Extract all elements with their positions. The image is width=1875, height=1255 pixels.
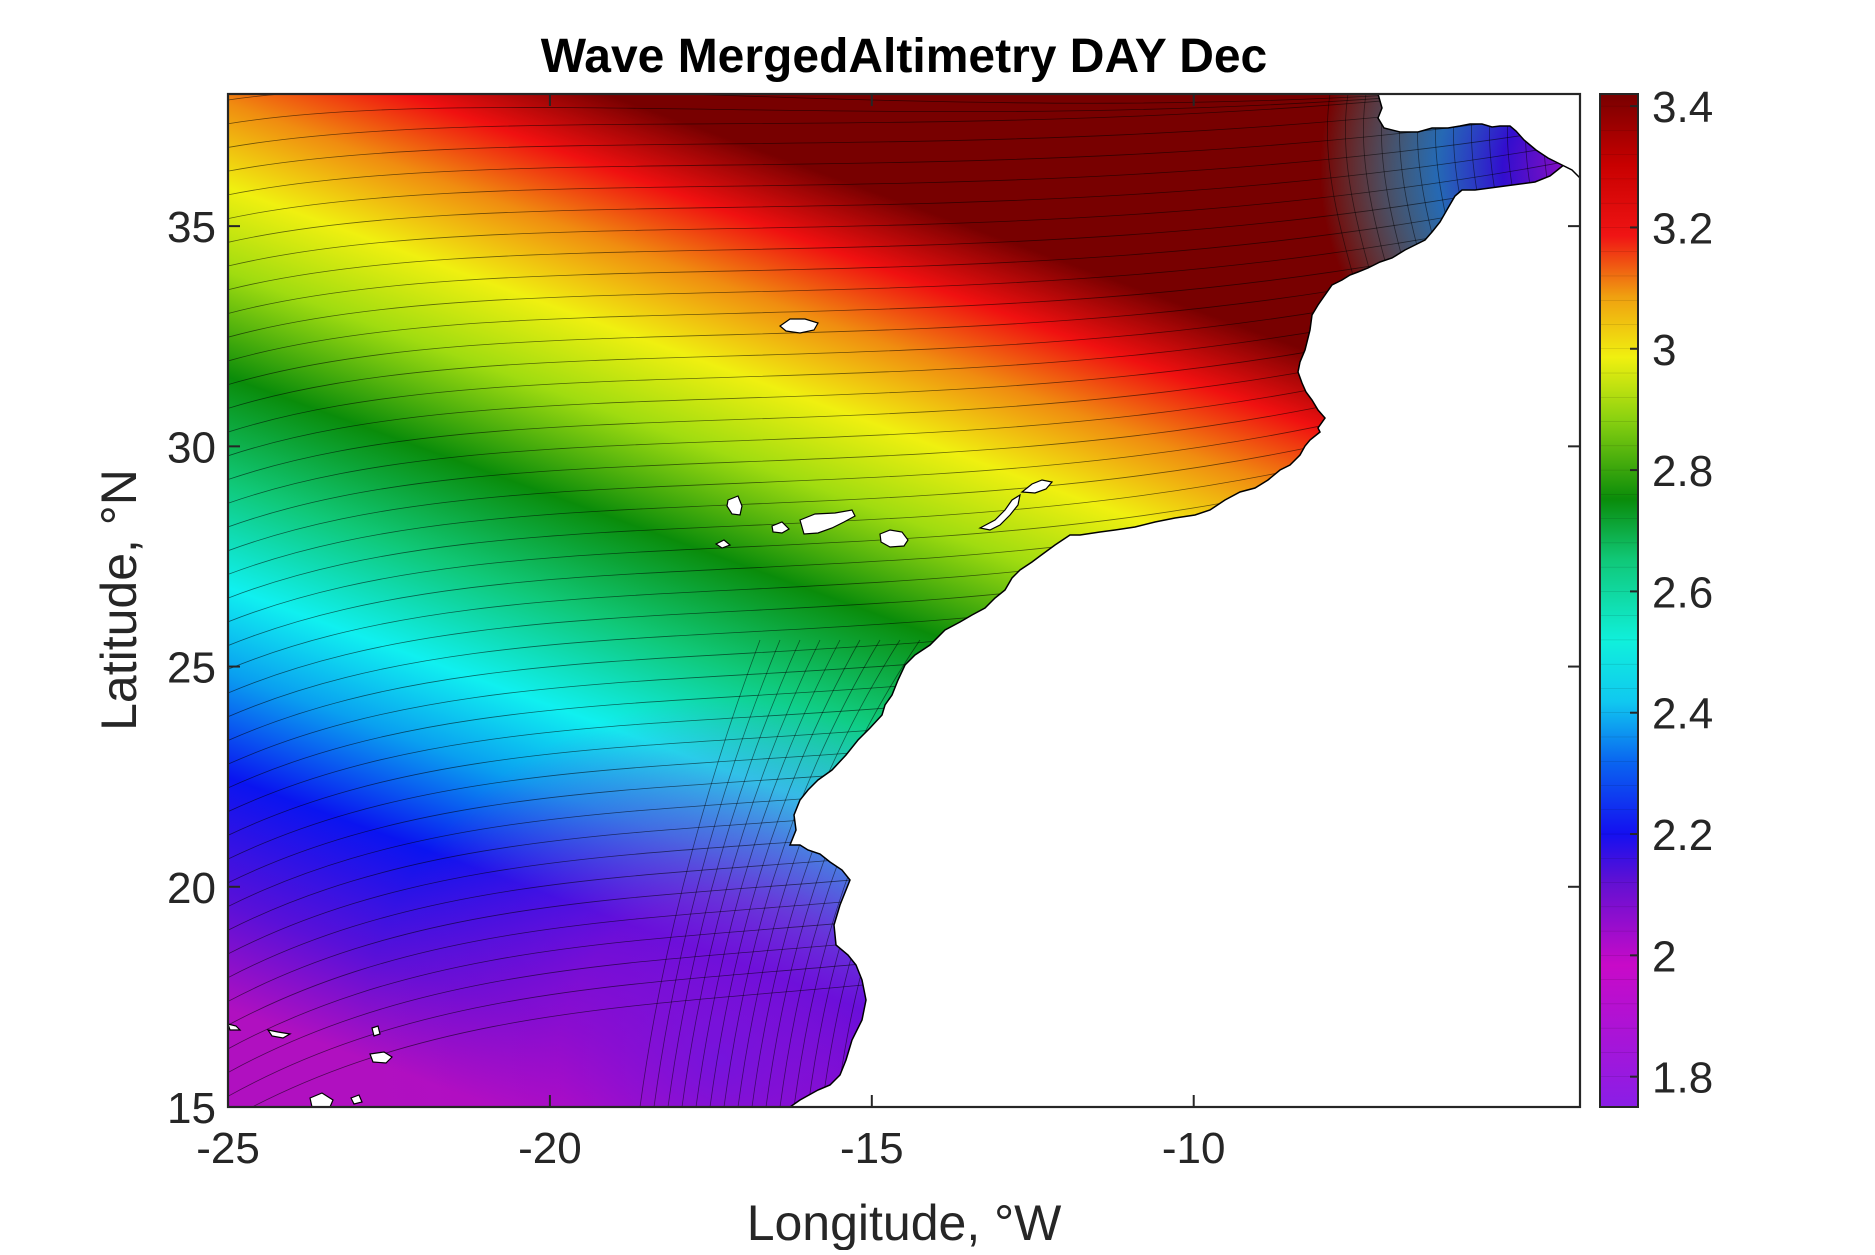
cape-verde-island-6 [228,1023,242,1031]
cape-verde-island-4 [350,1094,363,1105]
cape-verde-island-5 [371,1025,381,1037]
contour-line [709,639,861,1107]
colorbar-tick-label: 2.2 [1652,811,1713,860]
cape-verde-island-1 [266,1029,292,1039]
colorbar-tick-label: 3 [1652,326,1676,375]
contour-line [228,223,1580,362]
y-tick-label: 15 [167,1084,216,1133]
contour-line [228,191,1580,314]
contour-line [737,639,901,1107]
madeira-island [779,318,819,334]
canary-island-tenerife [799,509,856,535]
contour-line [228,94,1580,172]
canary-island-gomera [771,521,790,534]
canary-island-lapalma [726,495,743,516]
y-tick-label: 30 [167,423,216,472]
canary-island-hierro [714,539,732,549]
colorbar-tick-label: 3.2 [1652,204,1713,253]
contour-line [653,639,781,1107]
contour-line [681,639,821,1107]
colorbar [1600,94,1638,1107]
y-tick-label: 25 [167,644,216,693]
contour-line [751,639,921,1107]
x-tick-label: -10 [1162,1124,1226,1173]
colorbar-tick-label: 2.8 [1652,447,1713,496]
contour-line [228,94,1416,104]
africa-land [788,148,1580,1107]
x-tick-label: -25 [196,1124,260,1173]
colorbar-tick-label: 1.8 [1652,1054,1713,1103]
contour-line [667,639,801,1107]
y-tick-label: 35 [167,203,216,252]
contour-line [228,174,1580,291]
colorbar-tick-label: 2.6 [1652,568,1713,617]
cape-verde-island-3 [309,1092,334,1107]
y-axis: 15 20 25 30 35 [167,203,1580,1133]
contour-line [228,207,1580,338]
contour-line [228,94,1443,125]
map-frame [226,92,1582,1109]
x-tick-label: -15 [840,1124,904,1173]
contour-line [228,109,1580,196]
canary-island-grancanaria [879,529,909,548]
contour-line [228,126,1580,219]
y-tick-label: 20 [167,864,216,913]
map-field [228,94,1580,1107]
canary-island-fuerteventura [978,493,1021,531]
contour-line [695,639,841,1107]
contour-line [723,639,881,1107]
x-tick-label: -20 [518,1124,582,1173]
colorbar-ticks: 1.8 2 2.2 2.4 2.6 2.8 3 3.2 3.4 [1630,83,1713,1103]
colorbar-tick-label: 3.4 [1652,83,1713,132]
iberia-land [1377,94,1580,180]
x-axis: -25 -20 -15 -10 [196,94,1226,1173]
colorbar-frame [1599,93,1639,1108]
cape-verde-island-2 [369,1051,393,1064]
contour-line [228,158,1580,267]
x-axis-label: Longitude, °W [747,1195,1062,1250]
map-title: Wave MergedAltimetry DAY Dec [541,30,1268,83]
y-axis-label: Latitude, °N [91,469,147,731]
colorbar-tick-label: 2 [1652,932,1676,981]
canary-island-lanzarote [1020,479,1054,494]
contour-line [639,639,761,1107]
colorbar-tick-label: 2.4 [1652,690,1713,739]
